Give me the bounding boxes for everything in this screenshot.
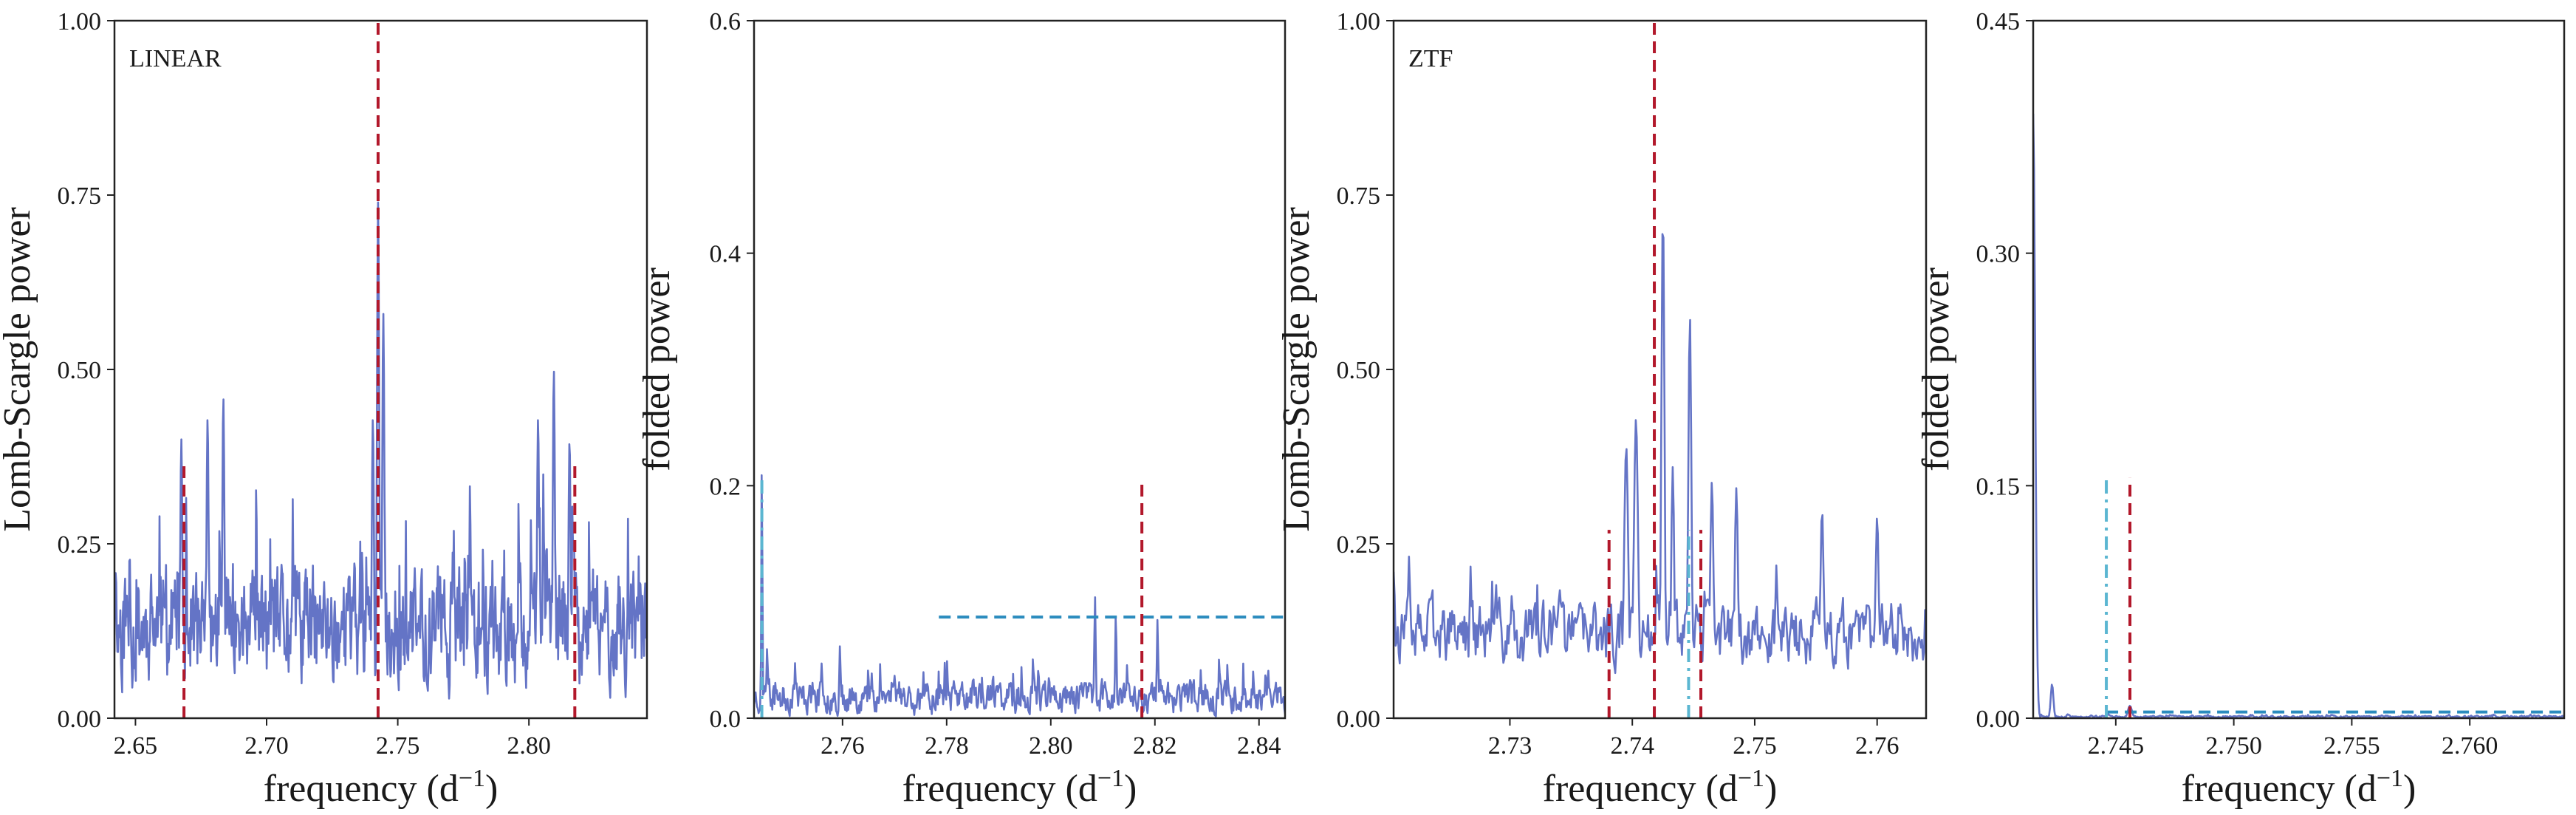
y-tick-label: 0.00 [58, 706, 102, 733]
x-tick-label: 2.82 [1133, 732, 1177, 760]
plot-area [2033, 113, 2564, 718]
y-tick-label: 1.00 [58, 8, 102, 35]
x-tick-label: 2.74 [1610, 732, 1654, 760]
panel-2: 2.76 2.78 2.80 2.82 2.84 0.0 0.2 0.4 0.6 frequenc… [636, 8, 1287, 810]
x-tick-label: 2.755 [2323, 732, 2380, 760]
x-axis-label: frequency (d−1) [264, 765, 499, 810]
y-tick-label: 0.25 [58, 531, 102, 559]
y-tick-label: 0.50 [58, 357, 102, 384]
x-tick-label: 2.760 [2442, 732, 2498, 760]
axes-frame [753, 19, 1287, 720]
periodogram-line-1 [114, 201, 647, 700]
periodogram-line-1 [754, 474, 1285, 717]
x-axis-label: frequency (d−1) [1543, 765, 1778, 810]
panel-3: 2.73 2.74 2.75 2.76 0.00 0.25 0.50 0.75 1.00 freq… [1275, 8, 1928, 810]
x-axis-label: frequency (d−1) [902, 765, 1137, 810]
y-tick-label: 0.30 [1976, 241, 2021, 268]
x-tick-label: 2.76 [821, 732, 865, 760]
y-tick-label: 0.00 [1337, 706, 1381, 733]
x-tick-label: 2.75 [376, 732, 420, 760]
x-tick-label: 2.750 [2205, 732, 2262, 760]
y-tick-label: 0.6 [710, 8, 741, 35]
x-tick-label: 2.75 [1733, 732, 1777, 760]
y-axis-label: folded power [1915, 267, 1957, 471]
x-tick-label: 2.84 [1237, 732, 1281, 760]
y-tick-label: 0.75 [1337, 183, 1381, 210]
y-tick-label: 0.15 [1976, 473, 2021, 500]
x-tick-label: 2.73 [1488, 732, 1532, 760]
panel-1: 2.65 2.70 2.75 2.80 0.00 0.25 0.50 0.75 1.00 freq… [0, 8, 648, 810]
x-tick-label: 2.80 [1029, 732, 1073, 760]
y-tick-label: 0.2 [710, 473, 741, 500]
y-tick-label: 0.00 [1976, 706, 2021, 733]
periodogram-line-1 [2033, 113, 2564, 718]
y-axis-label: folded power [636, 267, 678, 471]
panel-4: 2.745 2.750 2.755 2.760 0.00 0.15 0.30 0.45 freq… [1915, 8, 2566, 810]
y-tick-label: 0.25 [1337, 531, 1381, 559]
periodogram-line-1 [1394, 233, 1926, 675]
x-tick-label: 2.76 [1855, 732, 1900, 760]
y-tick-label: 0.50 [1337, 357, 1381, 384]
x-tick-label: 2.745 [2088, 732, 2145, 760]
axes-frame [2032, 19, 2566, 720]
panel-annotation: LINEAR [129, 45, 222, 72]
y-axis-label: Lomb-Scargle power [0, 207, 38, 531]
x-tick-label: 2.80 [507, 732, 551, 760]
plot-area [1394, 21, 1926, 718]
x-axis-label: frequency (d−1) [2182, 765, 2416, 810]
x-tick-label: 2.70 [244, 732, 289, 760]
plot-area [754, 474, 1285, 718]
plot-area [114, 21, 647, 718]
panel-annotation: ZTF [1408, 45, 1453, 72]
x-tick-label: 2.65 [114, 732, 158, 760]
y-tick-label: 0.45 [1976, 8, 2021, 35]
y-tick-label: 1.00 [1337, 8, 1381, 35]
y-tick-label: 0.75 [58, 183, 102, 210]
y-tick-label: 0.4 [710, 241, 741, 268]
y-axis-label: Lomb-Scargle power [1275, 207, 1318, 531]
y-tick-label: 0.0 [710, 706, 741, 733]
x-tick-label: 2.78 [925, 732, 969, 760]
